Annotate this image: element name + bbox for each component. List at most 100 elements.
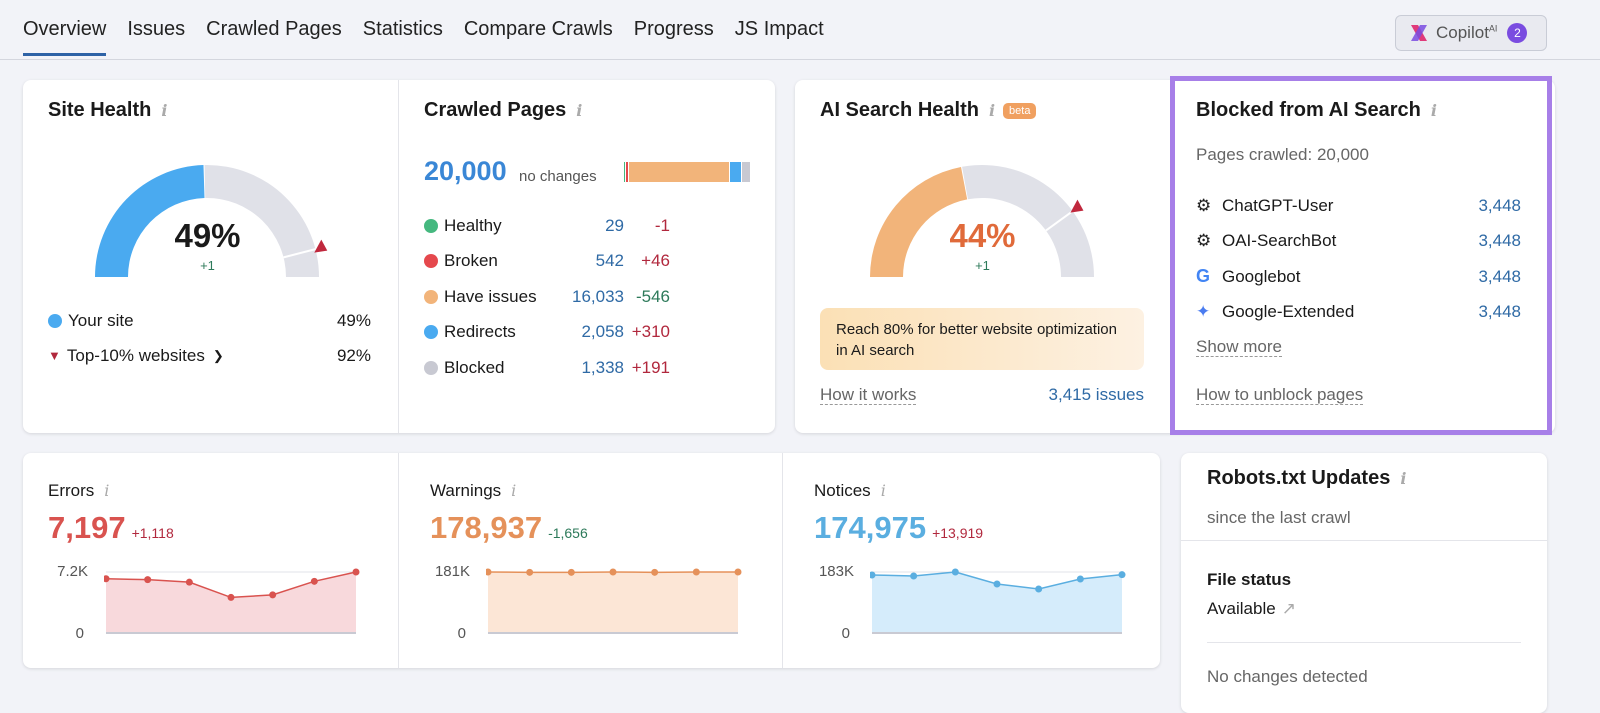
data-point[interactable] [1119, 571, 1126, 578]
google-icon: G [1196, 266, 1222, 287]
tab-issues[interactable]: Issues [127, 18, 185, 56]
chart-delta: +13,919 [932, 525, 983, 541]
unblock-link[interactable]: How to unblock pages [1196, 385, 1363, 405]
info-icon[interactable]: i [511, 481, 516, 500]
data-point[interactable] [952, 569, 959, 576]
y-tick-label: 183K [814, 563, 854, 580]
robots-subtitle: since the last crawl [1207, 508, 1351, 528]
data-point[interactable] [144, 576, 151, 583]
tab-progress[interactable]: Progress [634, 18, 714, 56]
copilot-sup: AI [1489, 23, 1498, 33]
robots-title-text: Robots.txt Updates [1207, 467, 1390, 489]
tab-js-impact[interactable]: JS Impact [735, 18, 824, 56]
data-point[interactable] [735, 569, 742, 576]
bar-segment-blocked[interactable] [742, 162, 750, 182]
data-point[interactable] [228, 594, 235, 601]
errors-summary: 7,197+1,118 [48, 510, 174, 546]
crawled-pages-total[interactable]: 20,000 [424, 156, 507, 187]
data-point[interactable] [910, 573, 917, 580]
external-link-icon[interactable]: ↗ [1282, 599, 1296, 618]
bot-value[interactable]: 3,448 [1478, 196, 1521, 216]
y-tick-label: 0 [430, 625, 466, 642]
bot-value[interactable]: 3,448 [1478, 302, 1521, 322]
ai-health-tip: Reach 80% for better website optimizatio… [820, 308, 1144, 370]
tab-compare-crawls[interactable]: Compare Crawls [464, 18, 613, 56]
tab-divider [0, 59, 1600, 60]
warnings-sparkline [486, 565, 742, 637]
data-point[interactable] [1035, 586, 1042, 593]
how-it-works-link[interactable]: How it works [820, 385, 916, 405]
data-point[interactable] [651, 569, 658, 576]
data-point[interactable] [610, 569, 617, 576]
info-icon[interactable]: i [161, 101, 167, 120]
bar-segment-redirects[interactable] [730, 162, 743, 182]
ai-health-value: 44% [925, 217, 1040, 255]
chart-value[interactable]: 174,975 [814, 510, 926, 546]
card-divider [398, 453, 399, 668]
status-dot [424, 325, 438, 339]
show-more-text[interactable]: Show more [1196, 337, 1282, 357]
tab-statistics[interactable]: Statistics [363, 18, 443, 56]
data-point[interactable] [568, 569, 575, 576]
data-point[interactable] [526, 569, 533, 576]
legend-value: 49% [337, 311, 371, 331]
beta-badge: beta [1003, 103, 1036, 119]
copilot-button[interactable]: CopilotAI 2 [1395, 15, 1547, 51]
chart-value[interactable]: 178,937 [430, 510, 542, 546]
tab-overview[interactable]: Overview [23, 18, 106, 56]
file-status-value[interactable]: Available [1207, 599, 1276, 618]
row-value[interactable]: 1,338 [581, 358, 624, 378]
tab-bar: Overview Issues Crawled Pages Statistics… [23, 18, 824, 56]
how-it-works-text[interactable]: How it works [820, 385, 916, 405]
chart-value[interactable]: 7,197 [48, 510, 126, 546]
data-point[interactable] [311, 578, 318, 585]
bot-value[interactable]: 3,448 [1478, 267, 1521, 287]
file-status[interactable]: Available ↗ [1207, 599, 1296, 619]
chart-delta: -1,656 [548, 525, 588, 541]
notices-sparkline [870, 565, 1126, 637]
data-point[interactable] [994, 581, 1001, 588]
legend-top10[interactable]: ▼Top-10% websites❯92% [48, 338, 371, 374]
row-value[interactable]: 29 [605, 216, 624, 236]
copilot-icon [1408, 22, 1430, 44]
data-point[interactable] [1077, 576, 1084, 583]
data-point[interactable] [269, 591, 276, 598]
bar-segment-have-issues[interactable] [629, 162, 729, 182]
row-value[interactable]: 2,058 [581, 322, 624, 342]
row-value[interactable]: 542 [596, 251, 624, 271]
robots-divider [1207, 642, 1521, 643]
info-icon[interactable]: i [104, 481, 109, 500]
blocked-subtitle: Pages crawled: 20,000 [1196, 145, 1369, 165]
row-value[interactable]: 16,033 [572, 287, 624, 307]
bot-value[interactable]: 3,448 [1478, 231, 1521, 251]
chart-title: Errors [48, 481, 94, 500]
copilot-label: CopilotAI [1436, 23, 1497, 43]
ai-issues-link[interactable]: 3,415 issues [1040, 385, 1144, 405]
info-icon[interactable]: i [989, 101, 995, 120]
data-point[interactable] [186, 579, 193, 586]
show-more-link[interactable]: Show more [1196, 337, 1282, 357]
y-tick-label: 7.2K [48, 563, 88, 580]
data-point[interactable] [693, 569, 700, 576]
tab-crawled-pages[interactable]: Crawled Pages [206, 18, 342, 56]
info-icon[interactable]: i [1431, 101, 1437, 120]
row-label: Redirects [444, 322, 516, 342]
info-icon[interactable]: i [1400, 469, 1406, 488]
unblock-text[interactable]: How to unblock pages [1196, 385, 1363, 405]
status-dot [424, 290, 438, 304]
robots-title: Robots.txt Updates i [1207, 467, 1406, 490]
data-point[interactable] [353, 569, 360, 576]
chevron-down-icon[interactable]: ❯ [213, 348, 224, 364]
info-icon[interactable]: i [576, 101, 582, 120]
info-icon[interactable]: i [881, 481, 886, 500]
row-delta: +46 [624, 251, 670, 271]
